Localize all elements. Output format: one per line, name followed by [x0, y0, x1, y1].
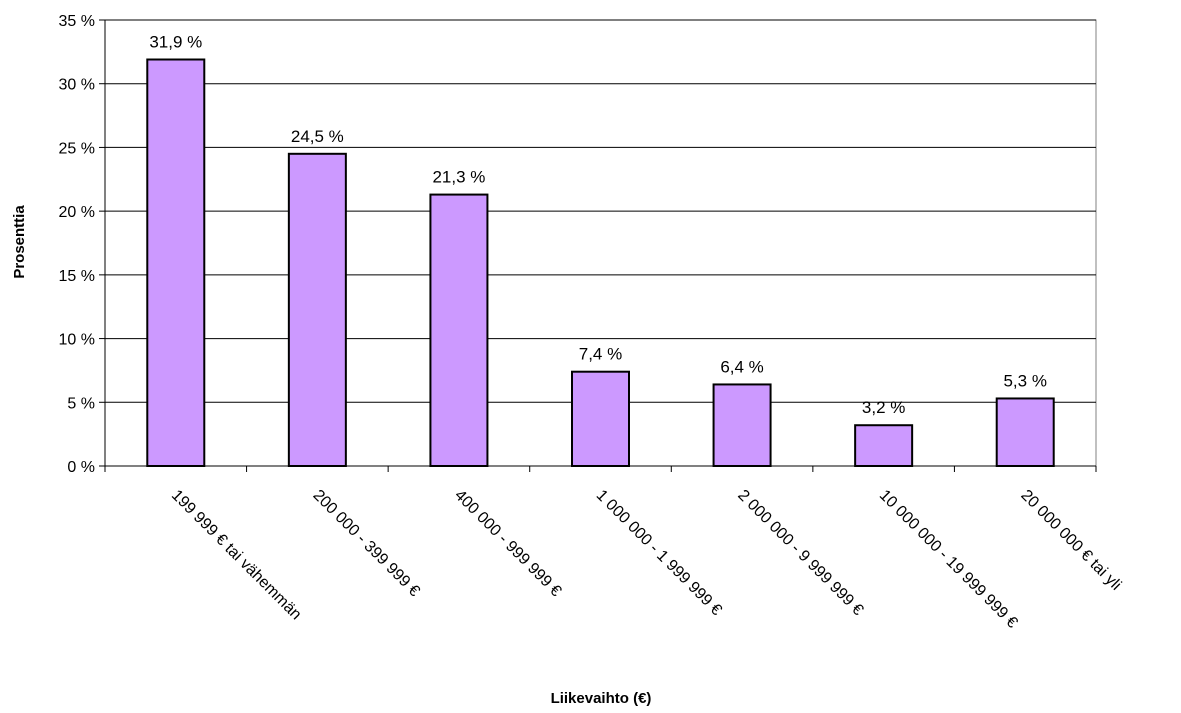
- y-tick-label: 0 %: [67, 459, 95, 476]
- x-category-label: 10 000 000 - 19 999 999 €: [876, 487, 1021, 632]
- data-label: 3,2 %: [862, 398, 905, 417]
- labels: 0 % 5 % 10 % 15 % 20 % 25 % 30 % 35 % 31,9 % 199 …: [59, 13, 1125, 632]
- axes: [99, 19, 1097, 472]
- bar-1: [146, 58, 206, 467]
- data-label: 31,9 %: [149, 33, 202, 52]
- data-label: 7,4 %: [579, 345, 622, 364]
- bar-7: [995, 397, 1055, 467]
- x-axis-title: Liikevaihto (€): [551, 690, 652, 707]
- data-label: 24,5 %: [291, 127, 344, 146]
- x-category-label: 199 999 € tai vähemmän: [168, 487, 305, 624]
- y-tick-label: 25 %: [59, 140, 95, 157]
- data-label: 5,3 %: [1003, 371, 1046, 390]
- data-label: 6,4 %: [720, 357, 763, 376]
- bars: [146, 58, 1055, 468]
- x-category-label: 2 000 000 - 9 999 999 €: [734, 487, 866, 619]
- y-tick-label: 5 %: [67, 395, 95, 412]
- y-tick-label: 15 %: [59, 268, 95, 285]
- bar-6: [854, 424, 914, 468]
- x-category-label: 400 000 - 999 999 €: [451, 487, 564, 600]
- x-category-label: 200 000 - 399 999 €: [310, 487, 423, 600]
- x-category-label: 1 000 000 - 1 999 999 €: [593, 487, 725, 619]
- y-tick-label: 10 %: [59, 332, 95, 349]
- bar-2: [287, 152, 347, 468]
- bar-3: [429, 193, 489, 467]
- bar-5: [712, 383, 772, 467]
- x-category-label: 20 000 000 € tai yli: [1017, 487, 1124, 594]
- y-tick-label: 30 %: [59, 77, 95, 94]
- data-label: 21,3 %: [432, 168, 485, 187]
- bar-4: [571, 370, 630, 467]
- y-tick-label: 20 %: [59, 204, 95, 221]
- y-axis-title: Prosenttia: [11, 205, 28, 279]
- y-tick-label: 35 %: [59, 13, 95, 30]
